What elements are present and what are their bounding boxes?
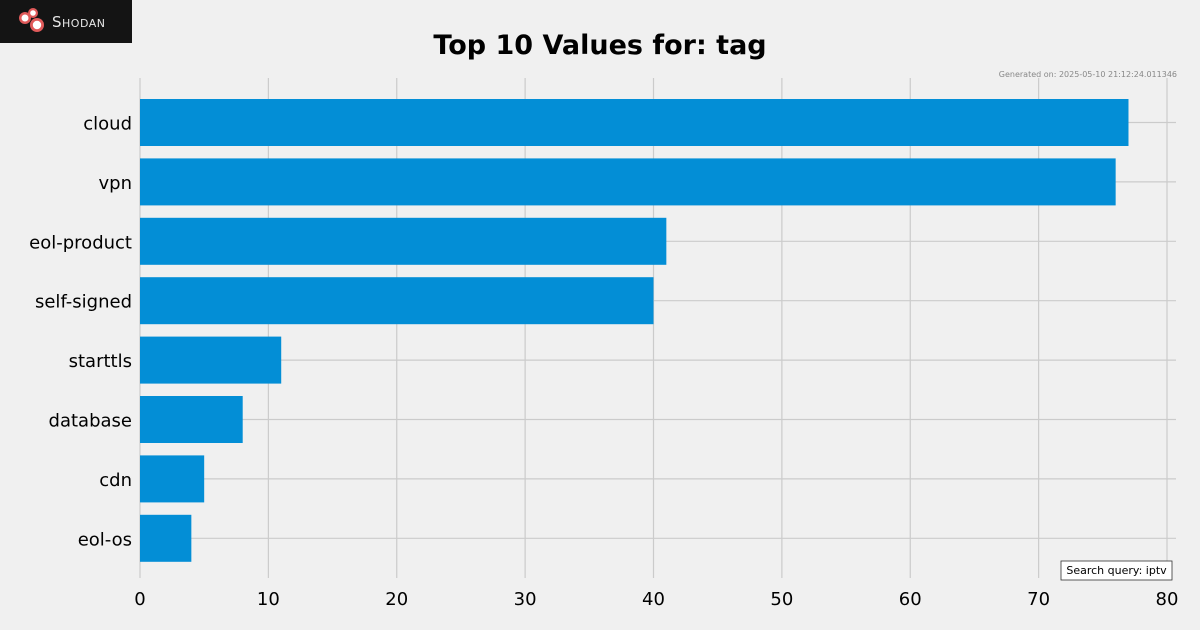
shodan-logo[interactable]: Shodan xyxy=(0,0,132,43)
bar-vpn xyxy=(140,158,1116,206)
grid xyxy=(139,78,1176,578)
x-tick-label: 20 xyxy=(385,589,408,610)
x-tick-label: 30 xyxy=(514,589,537,610)
category-label: eol-os xyxy=(78,529,132,550)
x-tick-label: 50 xyxy=(770,589,793,610)
bars xyxy=(140,99,1129,562)
shodan-logo-text: Shodan xyxy=(52,12,106,31)
x-tick-labels: 0 10 20 30 40 50 60 70 80 xyxy=(134,589,1178,610)
search-query-text: Search query: iptv xyxy=(1066,564,1167,577)
x-tick-label: 80 xyxy=(1156,589,1179,610)
x-tick-label: 60 xyxy=(899,589,922,610)
category-labels: cloud vpn eol-product self-signed starttls da… xyxy=(29,114,132,551)
category-label: cdn xyxy=(99,470,132,491)
x-tick-label: 0 xyxy=(134,589,145,610)
shodan-logo-icon xyxy=(19,7,44,32)
chart-title: Top 10 Values for: tag xyxy=(433,30,766,61)
bar-cdn xyxy=(140,455,205,503)
category-label: starttls xyxy=(69,351,132,372)
search-query-box: Search query: iptv xyxy=(1060,560,1173,581)
x-tick-label: 70 xyxy=(1027,589,1050,610)
bar-eol-product xyxy=(140,217,667,265)
x-tick-label: 40 xyxy=(642,589,665,610)
bar-cloud xyxy=(140,99,1129,146)
category-label: database xyxy=(49,411,132,432)
category-label: eol-product xyxy=(29,232,132,253)
bar-eol-os xyxy=(140,514,192,562)
category-label: self-signed xyxy=(35,292,132,313)
x-tick-label: 10 xyxy=(257,589,280,610)
bar-starttls xyxy=(140,336,282,384)
generated-timestamp: Generated on: 2025-05-10 21:12:24.011346 xyxy=(999,70,1177,79)
bar-database xyxy=(140,396,243,443)
category-label: cloud xyxy=(83,114,132,135)
category-label: vpn xyxy=(99,173,133,194)
bar-self-signed xyxy=(140,277,654,325)
